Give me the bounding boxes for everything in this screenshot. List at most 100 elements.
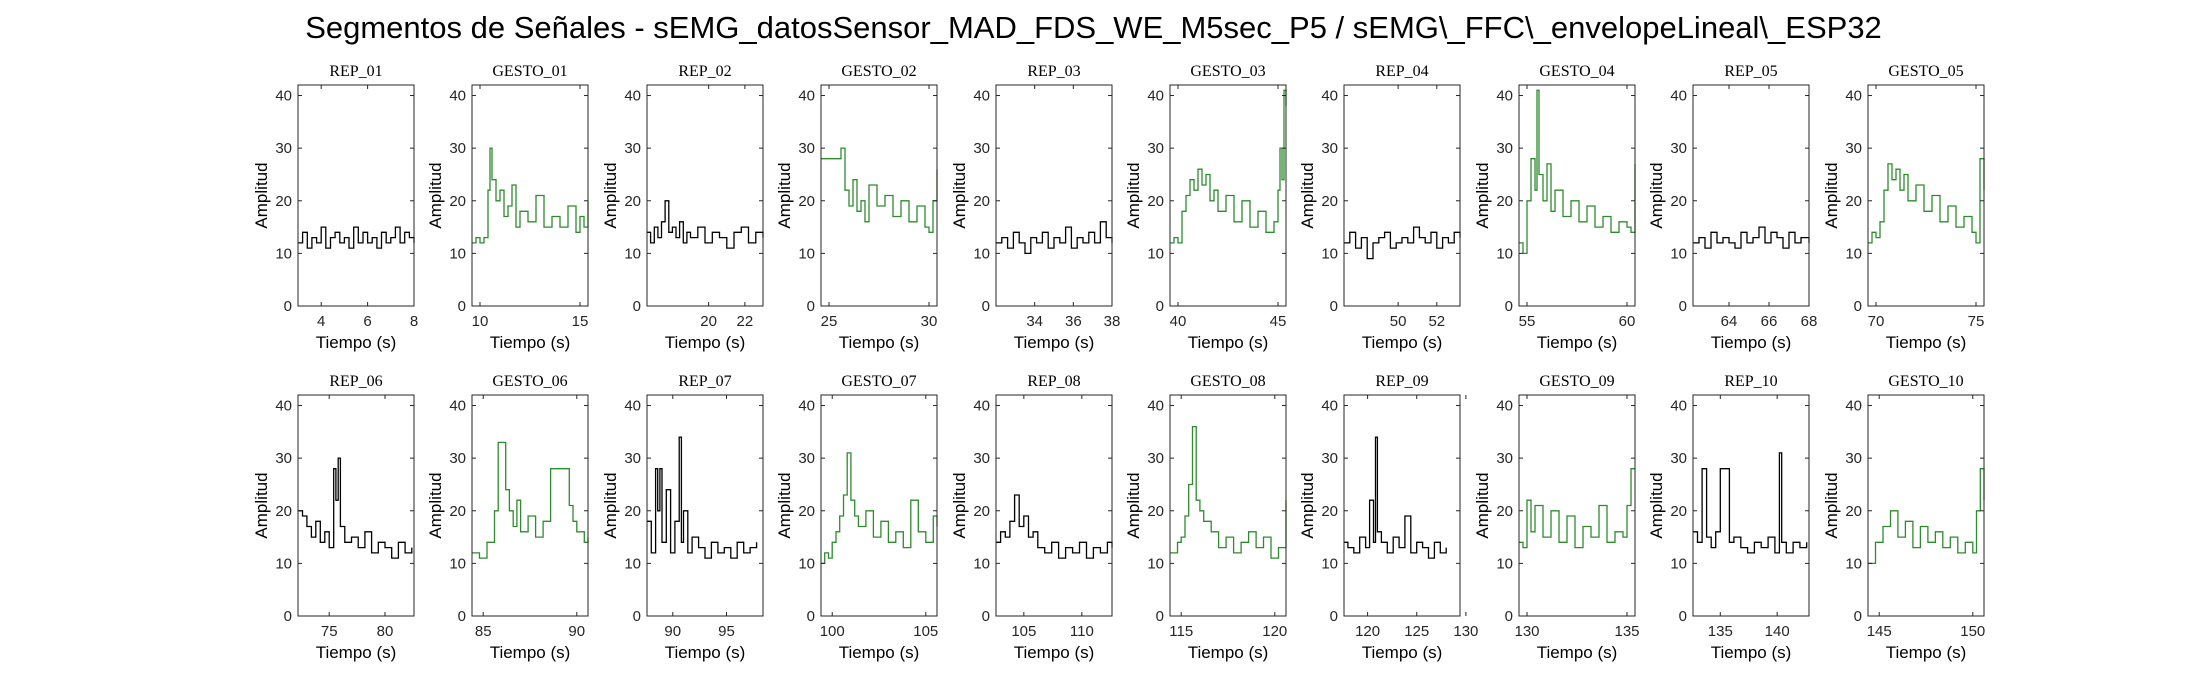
- subplot-gesto-05: 0 10 20 30 40 70 75 GESTO_05 Tiempo (s) Amplitud: [1822, 63, 1985, 352]
- y-tick-label: 30: [798, 450, 815, 467]
- x-axis-label: Tiempo (s): [839, 643, 920, 662]
- series-line: [298, 457, 413, 559]
- y-tick-label: 30: [624, 450, 641, 467]
- x-axis-label: Tiempo (s): [1362, 643, 1443, 662]
- subplot-title: GESTO_03: [1190, 63, 1265, 80]
- y-tick-label: 20: [1321, 503, 1338, 520]
- subplot-title: REP_07: [678, 373, 731, 390]
- x-tick-label: 105: [1011, 623, 1036, 640]
- y-tick-label: 40: [1496, 398, 1513, 415]
- subplot-title: GESTO_07: [841, 373, 916, 390]
- x-axis-label: Tiempo (s): [316, 333, 397, 352]
- y-axis-label: Amplitud: [1298, 162, 1317, 228]
- x-tick-label: 130: [1453, 623, 1478, 640]
- x-axis-label: Tiempo (s): [1014, 643, 1095, 662]
- x-tick-label: 130: [1514, 623, 1539, 640]
- y-tick-label: 0: [1330, 608, 1338, 625]
- y-tick-label: 40: [1496, 88, 1513, 105]
- y-axis-label: Amplitud: [1124, 472, 1143, 538]
- x-tick-label: 20: [700, 313, 717, 330]
- series-line: [472, 147, 589, 244]
- y-axis-label: Amplitud: [1473, 472, 1492, 538]
- y-tick-label: 40: [449, 398, 466, 415]
- y-tick-label: 0: [284, 608, 292, 625]
- y-tick-label: 0: [633, 608, 641, 625]
- y-tick-label: 20: [449, 503, 466, 520]
- x-axis-label: Tiempo (s): [316, 643, 397, 662]
- y-tick-label: 40: [1845, 88, 1862, 105]
- y-tick-label: 10: [449, 555, 466, 572]
- subplot-title: REP_04: [1375, 63, 1428, 80]
- subplot-gesto-10: 0 10 20 30 40 145 150 GESTO_10 Tiempo (s) Amplitu…: [1822, 373, 1985, 662]
- subplot-gesto-02: 0 10 20 30 40 25 30 GESTO_02 Tiempo (s) Amplitud: [775, 63, 938, 352]
- y-tick-label: 0: [458, 298, 466, 315]
- x-tick-label: 6: [363, 313, 371, 330]
- y-tick-label: 20: [1670, 193, 1687, 210]
- x-tick-label: 100: [820, 623, 845, 640]
- x-tick-label: 22: [737, 313, 754, 330]
- y-axis-label: Amplitud: [775, 162, 794, 228]
- x-axis-label: Tiempo (s): [1886, 643, 1967, 662]
- y-tick-label: 40: [973, 88, 990, 105]
- y-tick-label: 10: [275, 245, 292, 262]
- y-tick-label: 10: [798, 245, 815, 262]
- x-tick-label: 4: [317, 313, 325, 330]
- x-tick-label: 66: [1761, 313, 1778, 330]
- x-tick-label: 25: [821, 313, 838, 330]
- y-tick-label: 20: [1147, 503, 1164, 520]
- y-tick-label: 10: [1670, 245, 1687, 262]
- subplot-title: GESTO_06: [492, 373, 567, 390]
- subplot-rep-01: 0 10 20 30 40 4 6 8 REP_01 Tiempo (s) Amplitud: [252, 63, 418, 352]
- x-axis-label: Tiempo (s): [665, 333, 746, 352]
- y-tick-label: 0: [284, 298, 292, 315]
- x-tick-label: 90: [568, 623, 585, 640]
- y-tick-label: 40: [1845, 398, 1862, 415]
- y-tick-label: 40: [275, 398, 292, 415]
- y-tick-label: 20: [1496, 503, 1513, 520]
- y-tick-label: 0: [1156, 608, 1164, 625]
- x-tick-label: 70: [1868, 313, 1885, 330]
- x-tick-label: 60: [1619, 313, 1636, 330]
- y-tick-label: 30: [1845, 140, 1862, 157]
- axes-box: [1692, 84, 1810, 307]
- x-tick-label: 45: [1270, 313, 1287, 330]
- y-tick-label: 10: [1496, 555, 1513, 572]
- y-tick-label: 40: [973, 398, 990, 415]
- y-tick-label: 10: [973, 555, 990, 572]
- axes-box: [471, 394, 589, 617]
- series-line: [996, 221, 1113, 255]
- x-tick-label: 150: [1960, 623, 1985, 640]
- x-tick-label: 80: [377, 623, 394, 640]
- y-tick-label: 40: [798, 398, 815, 415]
- axes-box: [1692, 394, 1810, 617]
- series-line: [1693, 452, 1808, 554]
- y-tick-label: 20: [798, 503, 815, 520]
- x-tick-label: 120: [1262, 623, 1287, 640]
- series-line: [1868, 158, 1985, 244]
- y-axis-label: Amplitud: [775, 472, 794, 538]
- subplot-rep-03: 0 10 20 30 40 34 36 38 REP_03 Tiempo (s) Amplitud: [950, 63, 1120, 352]
- axes-box: [1343, 394, 1461, 617]
- y-tick-label: 30: [1321, 140, 1338, 157]
- y-axis-label: Amplitud: [601, 472, 620, 538]
- subplot-rep-04: 0 10 20 30 40 50 52 REP_04 Tiempo (s) Amplitud: [1298, 63, 1461, 352]
- y-tick-label: 0: [633, 298, 641, 315]
- subplot-rep-09: 0 10 20 30 40 120 125 130 REP_09 Tiempo (s) Amplit…: [1298, 373, 1478, 662]
- figure-title: Segmentos de Señales - sEMG_datosSensor_…: [305, 10, 1882, 45]
- subplot-title: GESTO_02: [841, 63, 916, 80]
- axes-box: [1343, 84, 1461, 307]
- y-tick-label: 0: [1854, 298, 1862, 315]
- x-axis-label: Tiempo (s): [1014, 333, 1095, 352]
- y-tick-label: 20: [624, 503, 641, 520]
- x-tick-label: 8: [410, 313, 418, 330]
- subplot-gesto-08: 0 10 20 30 40 115 120 GESTO_08 Tiempo (s) Amplitu…: [1124, 373, 1287, 662]
- y-tick-label: 20: [1321, 193, 1338, 210]
- y-tick-label: 20: [624, 193, 641, 210]
- subplot-title: GESTO_01: [492, 63, 567, 80]
- x-axis-label: Tiempo (s): [1886, 333, 1967, 352]
- x-tick-label: 140: [1765, 623, 1790, 640]
- y-tick-label: 20: [1845, 193, 1862, 210]
- y-tick-label: 10: [624, 245, 641, 262]
- x-tick-label: 36: [1065, 313, 1082, 330]
